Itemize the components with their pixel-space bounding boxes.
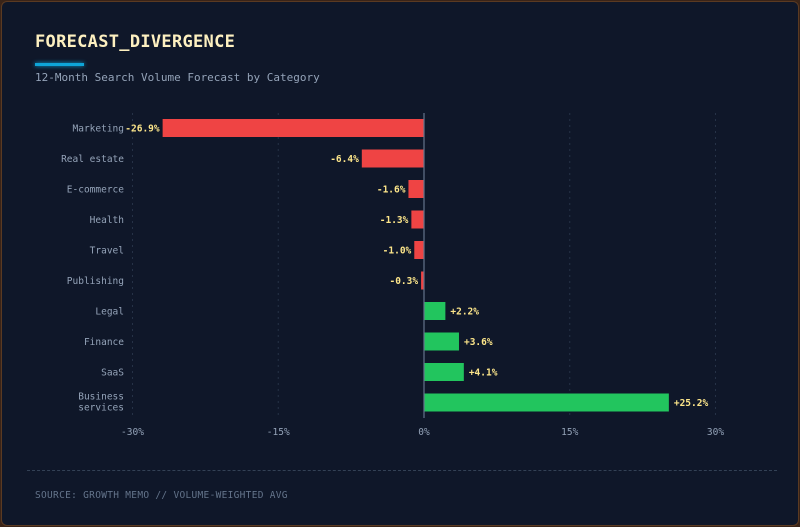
x-tick-label: -15% <box>267 427 290 438</box>
category-label: Marketing <box>73 124 124 135</box>
bar-legal <box>424 302 446 320</box>
bar-travel <box>414 241 424 259</box>
category-label: Real estate <box>61 154 124 165</box>
bar-business-services <box>424 393 669 412</box>
bar-real-estate <box>361 149 424 168</box>
data-label: -26.9% <box>125 124 160 135</box>
x-tick-label: 30% <box>707 427 724 438</box>
data-label: +25.2% <box>674 398 709 409</box>
x-tick-label: 15% <box>561 427 578 438</box>
category-label: Health <box>90 215 124 226</box>
bar-publishing <box>421 271 424 290</box>
data-label: +4.1% <box>469 368 498 379</box>
bar-finance <box>424 332 459 351</box>
category-label: Legal <box>95 307 124 318</box>
data-label: +3.6% <box>464 337 493 348</box>
data-label: -0.3% <box>389 276 418 287</box>
data-label: -1.3% <box>380 215 409 226</box>
x-tick-label: 0% <box>418 427 430 438</box>
bar-marketing <box>162 119 424 137</box>
bar-health <box>411 210 424 229</box>
data-label: -6.4% <box>330 154 359 165</box>
bar-saas <box>424 363 464 381</box>
chart-subtitle: 12-Month Search Volume Forecast by Categ… <box>35 71 320 84</box>
data-label: -1.0% <box>383 246 412 257</box>
category-label: SaaS <box>101 368 124 379</box>
x-tick-label: -30% <box>121 427 144 438</box>
category-label: Publishing <box>67 276 124 287</box>
category-label: E-commerce <box>67 185 124 196</box>
category-label: Business <box>78 392 124 403</box>
category-label: services <box>78 403 124 414</box>
bar-e-commerce <box>408 180 424 198</box>
data-label: +2.2% <box>450 307 479 318</box>
title-accent-line <box>35 63 84 66</box>
footer-divider <box>27 470 777 471</box>
data-label: -1.6% <box>377 185 406 196</box>
category-label: Travel <box>90 246 124 257</box>
source-note: SOURCE: GROWTH MEMO // VOLUME-WEIGHTED A… <box>35 490 288 501</box>
chart-title: FORECAST_DIVERGENCE <box>35 32 236 52</box>
category-label: Finance <box>84 337 124 348</box>
